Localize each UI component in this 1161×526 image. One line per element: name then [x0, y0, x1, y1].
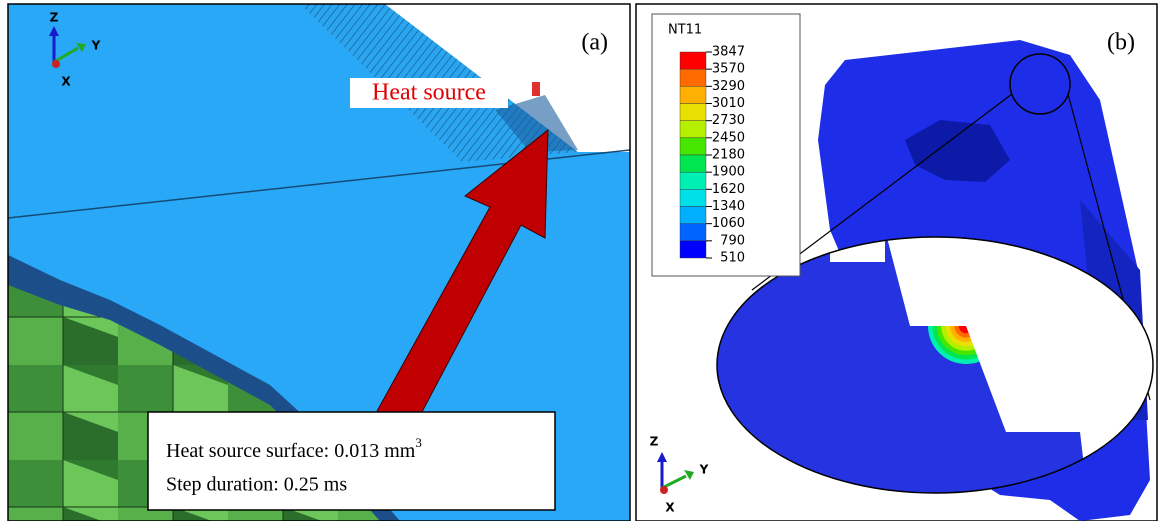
- heat-source-label: Heat source: [372, 80, 486, 106]
- legend-label: 3010: [712, 96, 745, 111]
- legend-label: 3290: [712, 79, 745, 94]
- zoom-cutout: [885, 237, 1153, 493]
- axis-z: Z: [650, 435, 659, 449]
- legend: 3847 3570 3290 3010 2730 2450 2180 1900 1620 1340…: [679, 45, 745, 266]
- panel-label: (b): [1107, 30, 1135, 56]
- axis-x: X: [665, 501, 675, 515]
- legend-swatch: [679, 206, 707, 224]
- arrow: [376, 128, 549, 430]
- surface-text: Heat source surface: 0.013 mm3: [166, 435, 422, 462]
- legend-swatch: [679, 154, 707, 173]
- legend-label: 2450: [712, 130, 745, 145]
- legend-label: 3570: [712, 62, 745, 77]
- zoom-ellipse-edge: [716, 236, 1154, 494]
- legend-swatch: [679, 51, 707, 70]
- axis-x: X: [61, 75, 71, 89]
- legend-swatch: [679, 240, 707, 259]
- axis-triad: Z Y X: [49, 11, 101, 89]
- superscript: 3: [415, 435, 422, 450]
- heat-spot: [532, 82, 540, 96]
- axis-triad: Z Y X: [650, 435, 709, 515]
- panel-a: Heat source Heat source surface: 0.013 m…: [8, 4, 630, 521]
- legend-swatch: [679, 137, 707, 156]
- legend-swatch: [679, 86, 707, 104]
- legend-label: 2730: [712, 113, 745, 128]
- axis-z: Z: [50, 11, 59, 25]
- legend-swatch: [679, 68, 707, 87]
- legend-label: 3847: [712, 45, 745, 60]
- legend-label: 790: [720, 233, 745, 248]
- info-box: [147, 411, 556, 511]
- legend-label: 1900: [712, 165, 745, 180]
- legend-title: NT11: [668, 23, 702, 38]
- panel-b: NT11 3847 3570 3290 3010 2730 2450 2180 1900 162…: [635, 3, 1158, 522]
- legend-label: 1340: [712, 199, 745, 214]
- legend-label: 1060: [712, 216, 745, 231]
- legend-swatch: [679, 223, 707, 242]
- legend-label: 2180: [712, 148, 745, 163]
- zoom-circle: [1009, 53, 1071, 115]
- panel-label: (a): [581, 30, 608, 56]
- legend-box: [651, 13, 801, 277]
- legend-label: 510: [720, 251, 745, 266]
- axis-y: Y: [699, 463, 709, 477]
- pore: [905, 120, 1010, 182]
- fine-mesh: [495, 95, 578, 152]
- legend-swatch: [679, 103, 707, 121]
- legend-swatch: [679, 171, 707, 190]
- legend-label: 1620: [712, 182, 745, 197]
- axis-y: Y: [91, 39, 101, 53]
- legend-swatch: [679, 189, 707, 207]
- legend-swatch: [679, 120, 707, 139]
- surface-label: Heat source surface: 0.013 mm: [166, 440, 416, 462]
- step-text: Step duration: 0.25 ms: [166, 474, 347, 496]
- heat-source-box: [350, 78, 508, 108]
